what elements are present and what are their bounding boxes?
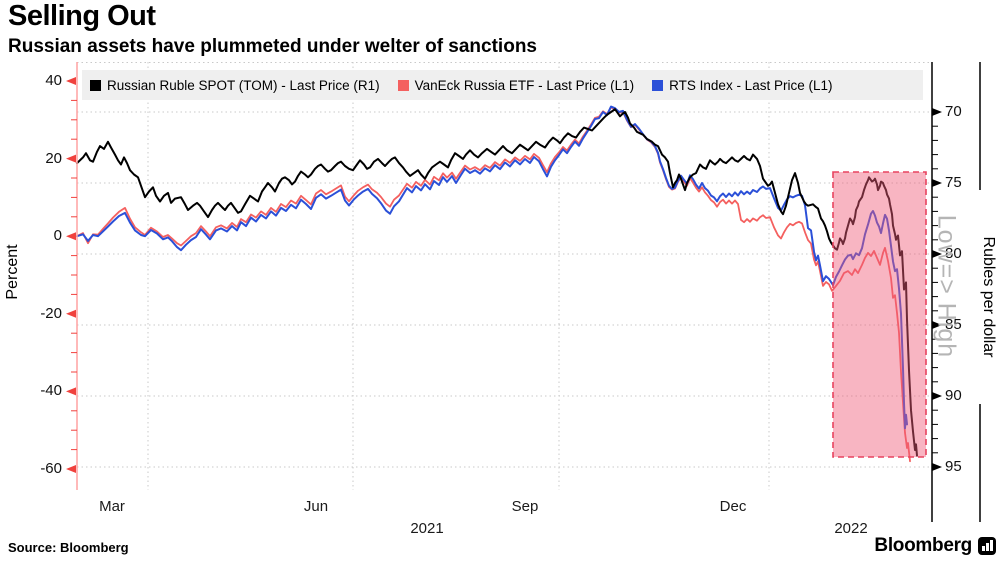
x-axis-month-label: Jun [303,498,329,515]
right-axis-major-tick [932,179,942,187]
right-axis-tick-label: 80 [945,245,962,262]
x-axis-month-label: Dec [719,498,747,515]
sanctions-highlight-region [832,171,927,458]
x-axis-year-label: 2022 [834,520,868,537]
left-axis-tick-label: 20 [45,149,62,167]
right-axis-major-tick [932,392,942,400]
x-axis-month-label: Sep [511,498,539,515]
legend-item: Russian Ruble SPOT (TOM) - Last Price (R… [90,78,380,93]
left-axis-tick-label: -40 [40,382,62,400]
right-axis-tick-label: 85 [945,316,962,333]
x-axis-month-label: Mar [99,498,125,515]
right-axis-title: Rubles per dollar [980,236,997,358]
left-axis-tick-label: -60 [40,460,62,477]
right-axis-major-tick [932,321,942,329]
legend-swatch-icon [397,79,409,91]
left-axis-major-tick [66,387,76,396]
right-axis-tick-label: 95 [945,458,962,475]
legend-label: VanEck Russia ETF - Last Price (L1) [414,77,635,93]
left-axis-major-tick [66,154,76,163]
legend-label: Russian Ruble SPOT (TOM) - Last Price (R… [107,77,380,93]
right-axis-tick-label: 90 [945,387,962,404]
bloomberg-brand: Bloomberg [874,535,996,557]
series-line-vaneck-russia-etf-last-price [76,106,911,463]
bloomberg-logo-icon [978,537,996,555]
left-axis-major-tick [66,309,76,318]
legend-item: RTS Index - Last Price (L1) [652,78,832,93]
right-axis-tick-label: 75 [945,174,962,191]
legend-swatch-icon [90,79,101,91]
series-line-rts-index-last-price [76,105,908,430]
page-title: Selling Out [8,0,156,32]
x-axis-year-label: 2021 [410,520,444,537]
legend-label: RTS Index - Last Price (L1) [669,77,833,93]
left-axis-title: Percent [4,244,21,300]
bloomberg-wordmark: Bloomberg [874,535,972,556]
legend-swatch-icon [652,79,664,91]
source-text: Source: Bloomberg [8,540,129,555]
left-axis-tick-label: 40 [45,72,62,89]
chart-legend: Russian Ruble SPOT (TOM) - Last Price (R… [82,70,923,100]
left-axis-tick-label: -20 [40,304,62,322]
right-axis-annotation: Low=> High [932,214,961,359]
page-subtitle: Russian assets have plummeted under welt… [8,36,537,57]
right-axis-major-tick [932,250,942,258]
right-axis-tick-label: 70 [945,103,962,120]
left-axis-major-tick [66,77,76,85]
left-axis-major-tick [66,232,76,241]
series-line-russian-ruble-spot-tom-last-price [76,108,918,457]
left-axis-major-tick [66,465,76,473]
left-axis-tick-label: 0 [53,227,62,245]
legend-item: VanEck Russia ETF - Last Price (L1) [397,77,635,93]
right-axis-major-tick [932,463,942,471]
right-axis-major-tick [932,108,942,116]
